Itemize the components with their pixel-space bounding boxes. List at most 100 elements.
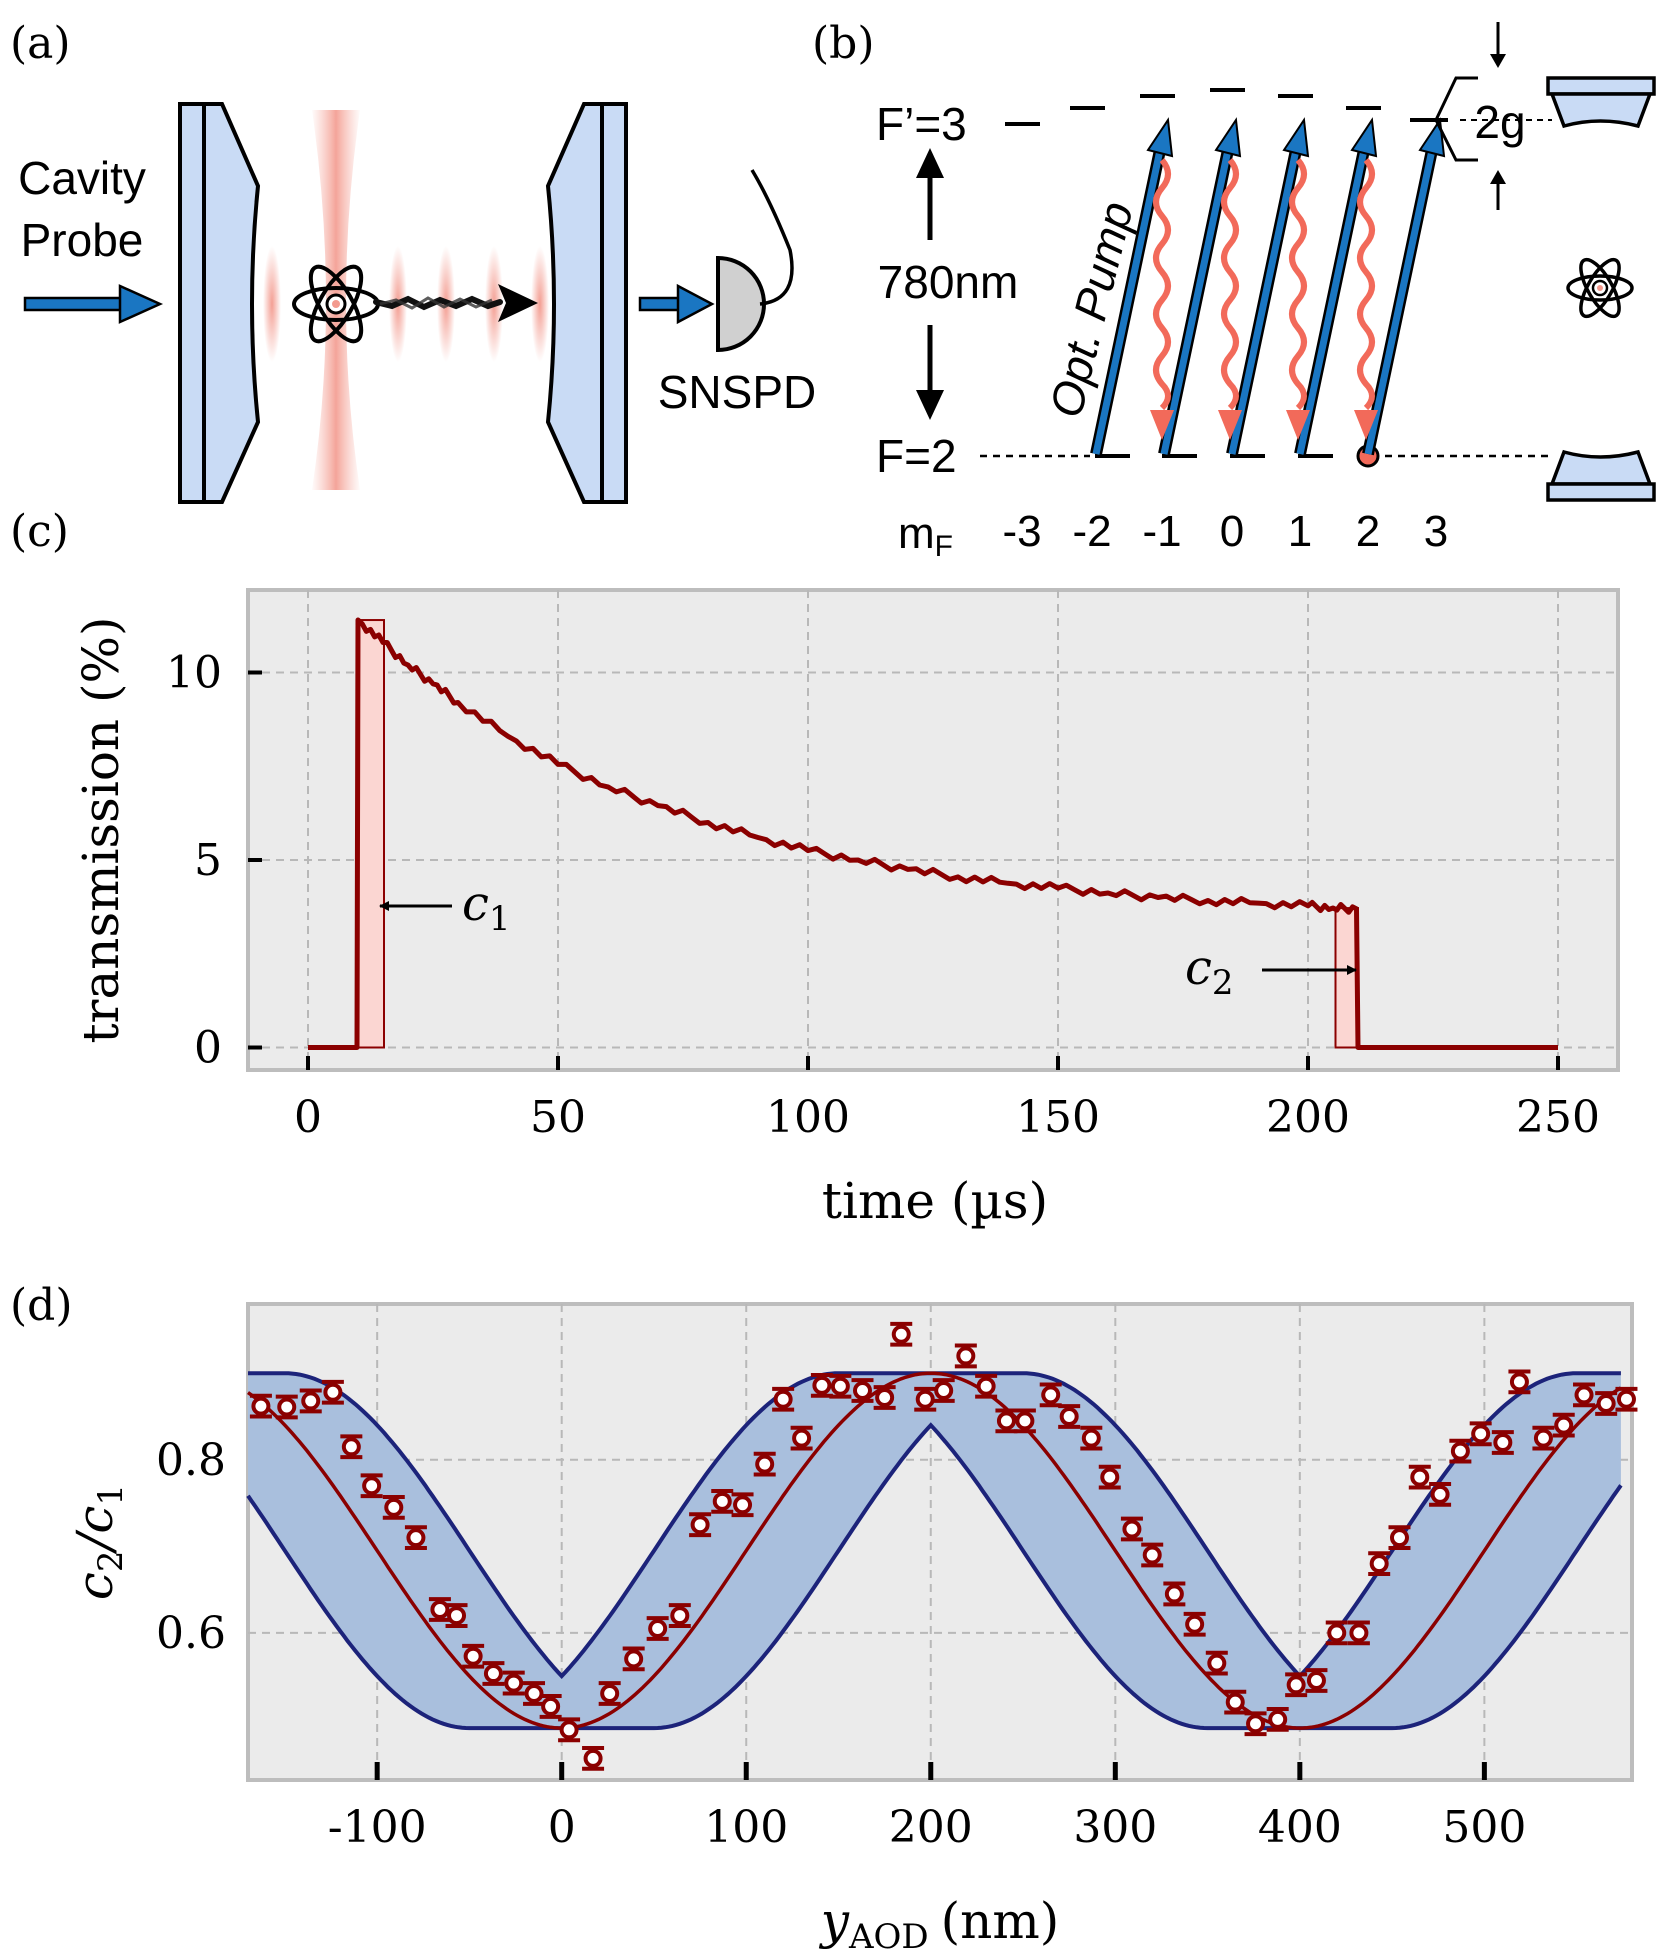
marker: [1471, 1424, 1491, 1444]
plot-d-points: [249, 1321, 1638, 1771]
probe-arrow-icon: [23, 284, 164, 324]
marker: [670, 1606, 690, 1626]
marker: [463, 1646, 483, 1666]
marker: [773, 1389, 793, 1409]
marker: [1081, 1428, 1101, 1448]
mf-value: 0: [1220, 507, 1244, 556]
y-tick-label: 0: [194, 1023, 222, 1074]
marker: [915, 1389, 935, 1409]
marker: [430, 1600, 450, 1620]
marker: [1041, 1385, 1061, 1405]
data-point: [1205, 1650, 1228, 1676]
pump-arrow-icon: [1362, 117, 1446, 456]
data-point: [523, 1681, 546, 1706]
marker: [277, 1397, 297, 1417]
data-point: [340, 1434, 363, 1460]
output-arrow-icon: [638, 283, 715, 325]
x-tick-label: 50: [530, 1092, 586, 1143]
data-point: [299, 1388, 322, 1414]
marker: [504, 1673, 524, 1693]
data-point: [404, 1525, 427, 1551]
marker: [541, 1696, 561, 1716]
data-point: [382, 1494, 405, 1520]
right-cavity-mirror-icon: [545, 102, 628, 504]
c1-label: c1: [462, 876, 511, 939]
mf-value: -1: [1142, 507, 1181, 556]
data-point: [1098, 1464, 1121, 1490]
marker: [792, 1428, 812, 1448]
marker: [600, 1683, 620, 1703]
marker: [447, 1606, 467, 1626]
data-point: [1449, 1438, 1472, 1464]
marker: [1389, 1528, 1409, 1548]
data-point: [1244, 1711, 1267, 1737]
data-point: [1615, 1386, 1638, 1412]
data-point: [1408, 1464, 1431, 1490]
marker: [1533, 1428, 1553, 1448]
optical-pump-arrows: [1090, 117, 1446, 456]
marker: [323, 1382, 343, 1402]
data-point: [482, 1661, 505, 1686]
panel-b: (b) F’=3 F=2 780nm: [812, 18, 1656, 563]
marker: [1450, 1441, 1470, 1461]
small-bottom-mirror-icon: [1546, 449, 1656, 502]
small-atom-icon: [1566, 257, 1634, 319]
marker: [830, 1376, 850, 1396]
data-point: [1532, 1425, 1555, 1451]
data-point: [321, 1379, 344, 1405]
data-point: [539, 1694, 562, 1719]
x-tick-label: 200: [1266, 1092, 1350, 1143]
marker: [251, 1396, 271, 1416]
data-point: [1347, 1620, 1370, 1646]
marker: [852, 1381, 872, 1401]
pump-arrow-icon: [1158, 117, 1242, 456]
marker: [690, 1515, 710, 1535]
decay-arrow-icon: [1354, 158, 1378, 440]
data-point: [1469, 1421, 1492, 1447]
data-point: [558, 1717, 581, 1743]
marker: [1286, 1675, 1306, 1695]
data-point: [954, 1343, 977, 1369]
decay-arrows: [1150, 158, 1378, 440]
atom-motion-arrow: [373, 284, 538, 322]
data-point: [1120, 1516, 1143, 1542]
marker: [1349, 1623, 1369, 1643]
x-tick-label: 400: [1258, 1802, 1342, 1853]
pump-arrow-icon: [1090, 117, 1174, 456]
marker: [1122, 1519, 1142, 1539]
data-point: [1141, 1542, 1164, 1568]
data-point: [851, 1378, 874, 1403]
data-point: [1552, 1412, 1575, 1438]
x-tick-label: 100: [766, 1092, 850, 1143]
panel-label-c: (c): [10, 506, 69, 557]
data-point: [1080, 1425, 1103, 1451]
data-point: [873, 1385, 896, 1410]
panel-a: (a) Cavity Probe: [10, 18, 816, 504]
mf-value: -3: [1002, 507, 1041, 556]
marker: [712, 1491, 732, 1511]
plot-c-xlabel: time (µs): [822, 1172, 1048, 1230]
x-tick-label: 250: [1516, 1092, 1600, 1143]
data-point: [1368, 1551, 1391, 1577]
plot-d-ticks: -100 0 100 200 300 400 500 0.6 0.8: [156, 1435, 1526, 1853]
data-point: [1325, 1620, 1348, 1646]
y-tick-label: 5: [194, 835, 222, 886]
marker: [1410, 1467, 1430, 1487]
data-point: [1224, 1689, 1247, 1715]
fit-curve: [246, 1371, 1622, 1730]
data-point: [598, 1681, 621, 1706]
marker: [1596, 1394, 1616, 1414]
mf-label: mF: [898, 509, 953, 563]
data-point: [1183, 1611, 1206, 1637]
marker: [1246, 1714, 1266, 1734]
marker: [406, 1528, 426, 1548]
marker: [812, 1375, 832, 1395]
mf-value: 2: [1356, 507, 1380, 556]
marker: [1185, 1614, 1205, 1634]
model-band-lower-edge: [246, 1422, 1623, 1731]
data-point: [914, 1386, 937, 1412]
data-point: [622, 1646, 645, 1672]
cavity-probe-label-line1: Cavity: [18, 152, 146, 204]
marker: [1142, 1545, 1162, 1565]
